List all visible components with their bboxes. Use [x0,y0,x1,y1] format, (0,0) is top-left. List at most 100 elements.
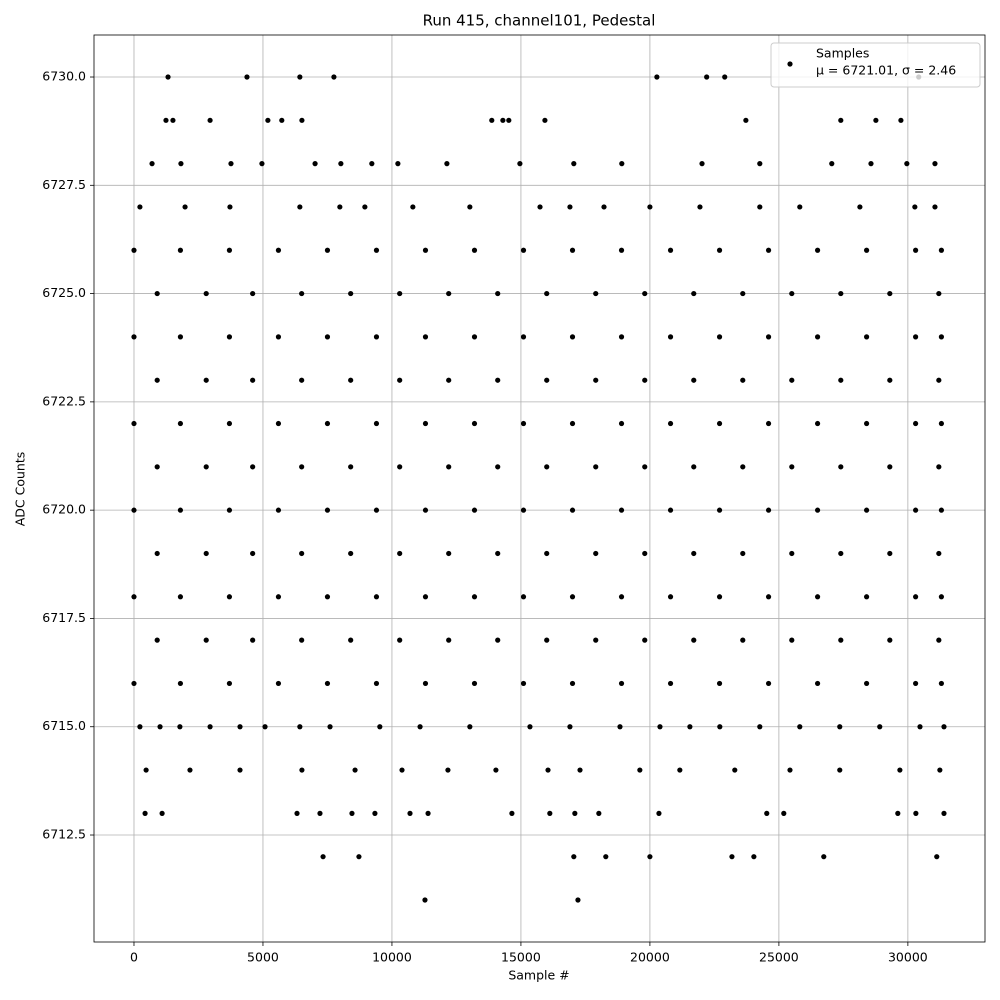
sample-point [275,507,282,513]
sample-point [203,377,209,383]
sample-point [422,897,428,903]
sample-point [422,334,429,340]
sample-point [131,680,137,687]
sample-point [938,247,945,253]
sample-point [444,161,450,167]
sample-point [178,161,184,167]
y-tick-label: 6712.5 [42,827,86,842]
y-tick-label: 6725.0 [42,285,86,300]
sample-point [716,680,723,687]
sample-point [716,334,723,340]
sample-point [938,507,945,513]
sample-point [275,680,282,687]
chart-title: Run 415, channel101, Pedestal [423,12,656,30]
sample-point [593,464,599,470]
sample-point [877,724,883,730]
sample-point [821,854,827,860]
sample-point [814,507,821,513]
sample-point [897,767,903,773]
sample-point [789,290,795,297]
sample-point [203,464,209,470]
sample-point [177,334,184,340]
sample-point [593,377,599,383]
sample-point [677,767,683,773]
sample-point [226,680,233,687]
sample-point [913,594,919,600]
y-tick-label: 6715.0 [42,718,86,733]
sample-point [397,377,403,383]
sample-point [697,204,703,210]
sample-point [407,810,413,816]
sample-point [228,161,234,167]
sample-point [425,810,431,816]
sample-point [422,594,429,600]
sample-point [324,680,331,687]
sample-point [838,464,844,470]
sample-point [203,637,209,643]
y-tick-label: 6722.5 [42,393,86,408]
y-axis-label: ADC Counts [13,452,28,527]
sample-point [593,290,599,297]
sample-point [913,247,919,253]
sample-point [154,290,160,297]
sample-point [618,594,625,600]
x-tick-label: 20000 [630,950,670,965]
sample-point [618,247,625,253]
sample-point [938,680,945,687]
sample-point [471,594,478,600]
sample-point [667,680,674,687]
sample-point [895,810,901,816]
sample-point [446,637,452,643]
sample-point [177,594,184,600]
sample-point [471,420,478,427]
sample-point [131,507,137,513]
sample-point [765,594,772,600]
sample-point [446,290,452,297]
sample-point [913,334,919,340]
sample-point [789,550,795,557]
ticks: 0 5000 10000 15000 20000 25000 30000 6712.5 6715… [42,69,928,965]
sample-point [154,550,160,557]
sample-point [324,507,331,513]
sample-point [509,810,515,816]
sample-point [467,724,473,730]
sample-point [932,204,938,210]
legend-marker [787,61,793,67]
sample-point [397,464,403,470]
y-tick-label: 6727.5 [42,177,86,192]
sample-point [913,810,919,816]
sample-point [603,854,609,860]
sample-point [177,680,184,687]
sample-point [299,637,305,643]
sample-point [569,420,576,427]
sample-point [226,247,233,253]
sample-point [797,724,803,730]
sample-point [667,334,674,340]
sample-point [765,247,772,253]
sample-point [275,420,282,427]
x-tick-label: 15000 [501,950,541,965]
sample-point [446,550,452,557]
sample-point [324,420,331,427]
sample-point [938,420,945,427]
sample-point [422,680,429,687]
sample-point [740,550,746,557]
sample-point [637,767,643,773]
legend: Samples μ = 6721.01, σ = 2.46 [770,42,981,88]
sample-point [299,377,305,383]
sample-point [331,74,337,80]
sample-point [520,680,527,687]
y-tick-label: 6717.5 [42,610,86,625]
sample-point [837,724,843,730]
x-tick-label: 10000 [372,950,412,965]
sample-point [656,810,662,816]
sample-point [399,767,405,773]
sample-point [904,161,910,167]
sample-point [131,594,137,600]
sample-point [647,854,653,860]
sample-point [619,161,625,167]
sample-point [887,377,893,383]
sample-point [352,767,358,773]
sample-point [716,594,723,600]
sample-point [593,637,599,643]
